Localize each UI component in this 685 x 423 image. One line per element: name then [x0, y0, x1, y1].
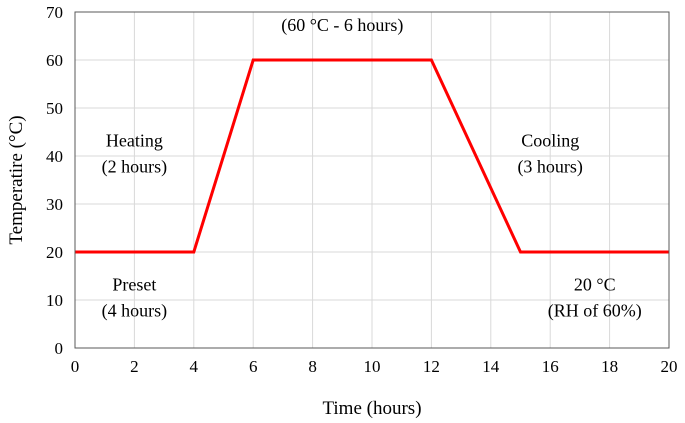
annotation-preset: Preset (4 hours) — [102, 274, 168, 321]
x-axis-title: Time (hours) — [322, 398, 421, 419]
x-tick-label-8: 16 — [542, 357, 559, 376]
annotation-cooling-line-1: (3 hours) — [517, 156, 583, 177]
x-tick-labels: 0 2 4 6 8 10 12 14 16 18 20 — [71, 357, 678, 376]
y-tick-label-2: 20 — [46, 243, 63, 262]
x-tick-label-4: 8 — [308, 357, 317, 376]
annotations: (60 °C - 6 hours) Heating (2 hours) Cooling… — [102, 15, 642, 321]
x-tick-label-3: 6 — [249, 357, 258, 376]
series-group — [75, 58, 669, 254]
annotation-hold: (60 °C - 6 hours) — [281, 15, 403, 36]
series-line-0 — [75, 58, 669, 254]
x-tick-label-5: 10 — [364, 357, 381, 376]
annotation-cooling: Cooling (3 hours) — [517, 130, 583, 177]
annotation-hold-line-0: (60 °C - 6 hours) — [281, 15, 403, 36]
annotation-preset-line-1: (4 hours) — [102, 300, 168, 321]
annotation-heating-line-1: (2 hours) — [102, 156, 168, 177]
y-axis-title: Temperatire (°C) — [6, 115, 27, 244]
y-tick-label-3: 30 — [46, 195, 63, 214]
y-tick-label-5: 50 — [46, 99, 63, 118]
x-tick-label-7: 14 — [482, 357, 500, 376]
plot-frame — [74, 11, 670, 349]
y-tick-labels: 0 10 20 30 40 50 60 70 — [46, 3, 63, 358]
y-tick-label-6: 60 — [46, 51, 63, 70]
y-tick-label-4: 40 — [46, 147, 63, 166]
x-tick-label-2: 4 — [190, 357, 199, 376]
annotation-cooling-line-0: Cooling — [521, 130, 579, 150]
annotation-final: 20 °C (RH of 60%) — [548, 274, 642, 321]
annotation-heating-line-0: Heating — [106, 130, 163, 150]
y-tick-label-7: 70 — [46, 3, 63, 22]
annotation-final-line-1: (RH of 60%) — [548, 300, 642, 321]
annotation-final-line-0: 20 °C — [574, 274, 616, 294]
x-tick-label-9: 18 — [601, 357, 618, 376]
x-tick-label-0: 0 — [71, 357, 80, 376]
x-tick-label-1: 2 — [130, 357, 139, 376]
x-tick-label-6: 12 — [423, 357, 440, 376]
y-tick-label-1: 10 — [46, 291, 63, 310]
annotation-heating: Heating (2 hours) — [102, 130, 168, 177]
x-tick-label-10: 20 — [661, 357, 678, 376]
y-tick-label-0: 0 — [55, 339, 64, 358]
gridlines — [74, 11, 670, 349]
annotation-preset-line-0: Preset — [112, 274, 156, 294]
